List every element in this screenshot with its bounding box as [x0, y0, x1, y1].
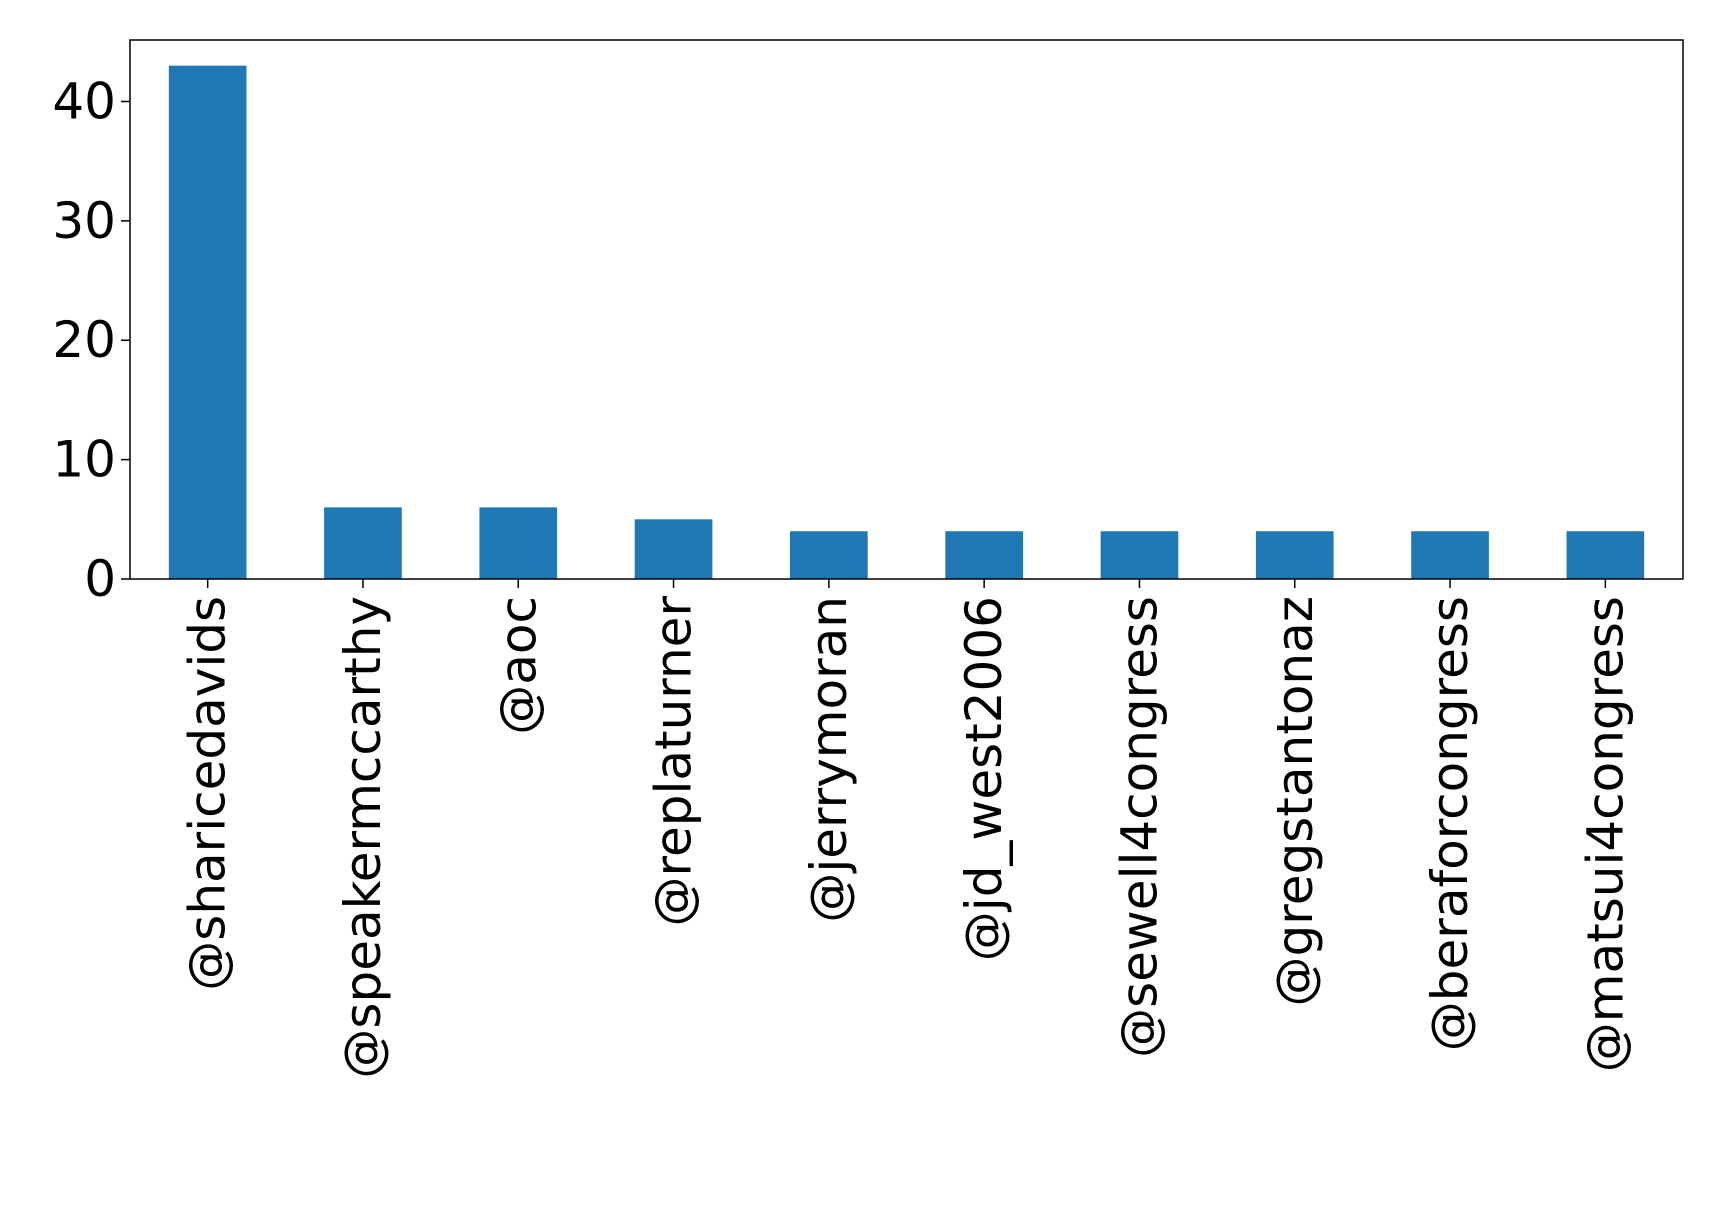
bar-gregstantonaz [1255, 531, 1334, 579]
bar-replaturner [634, 519, 713, 579]
x-tick-label: @aoc [489, 596, 547, 735]
bar-beraforcongress [1411, 531, 1489, 579]
bar-aoc [479, 507, 558, 579]
bar-jerrymoran [790, 531, 868, 579]
bar-jd-west2006 [945, 531, 1023, 579]
x-axis: @sharicedavids @speakermccarthy @aoc @repla… [179, 579, 1634, 1079]
y-axis: 0 10 20 30 40 [52, 72, 130, 608]
x-tick-label: @sewell4congress [1110, 596, 1168, 1058]
x-tick-label: @beraforcongress [1421, 596, 1479, 1051]
x-tick-label: @sharicedavids [179, 596, 237, 991]
x-tick-label: @jd_west2006 [955, 596, 1013, 961]
y-tick-label: 20 [52, 311, 116, 369]
x-tick-label: @gregstantonaz [1266, 596, 1324, 1006]
x-tick-label: @speakermccarthy [334, 596, 392, 1079]
y-tick-label: 0 [84, 550, 116, 608]
bars-layer [168, 65, 1645, 580]
x-tick-label: @replaturner [645, 596, 703, 927]
bar-matsui4congress [1566, 531, 1645, 579]
plot-frame [129, 39, 1684, 580]
y-tick-label: 10 [52, 431, 116, 489]
x-tick-label: @matsui4congress [1576, 596, 1634, 1072]
bar-speakermccarthy [324, 507, 402, 579]
y-tick-label: 40 [52, 72, 116, 130]
bar-sharicedavids [168, 65, 247, 580]
bar-sewell4congress [1100, 531, 1179, 579]
y-tick-label: 30 [52, 192, 116, 250]
x-tick-label: @jerrymoran [800, 596, 858, 923]
